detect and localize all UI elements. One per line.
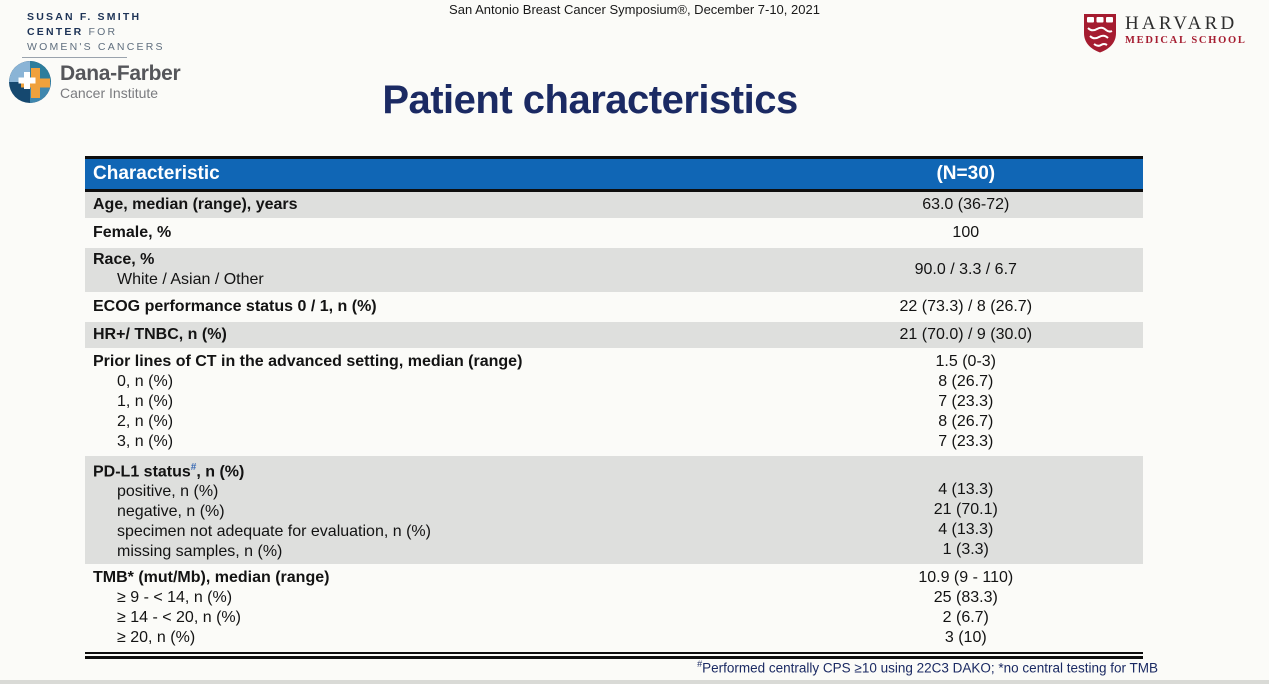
row-value: 2 (6.7) — [942, 609, 989, 627]
dana-farber-subtitle: Cancer Institute — [60, 85, 159, 101]
row-label: negative, n (%) — [117, 503, 225, 521]
table-row: HR+/ TNBC, n (%) 21 (70.0) / 9 (30.0) — [85, 322, 1143, 350]
footnote-text: Performed centrally CPS ≥10 using 22C3 D… — [702, 660, 1158, 676]
susan-smith-logo: SUSAN F. SMITH CENTER FOR WOMEN'S CANCER… — [27, 10, 165, 55]
susan-smith-center: CENTER — [27, 26, 84, 38]
superscript-marker: # — [190, 462, 197, 473]
dana-farber-text: Dana-Farber Cancer Institute — [60, 62, 181, 102]
dana-farber-icon — [9, 61, 51, 103]
page-title: Patient characteristics — [382, 78, 798, 122]
harvard-subtitle: MEDICAL SCHOOL — [1125, 35, 1247, 46]
symposium-header: San Antonio Breast Cancer Symposium®, De… — [449, 2, 820, 17]
row-label: 0, n (%) — [117, 373, 174, 390]
row-value: 1.5 (0-3) — [935, 353, 996, 370]
row-label: TMB* (mut/Mb), median (range) — [93, 569, 330, 587]
row-label: missing samples, n (%) — [117, 543, 283, 561]
row-value: 7 (23.3) — [938, 433, 994, 450]
dana-farber-logo: Dana-Farber Cancer Institute — [8, 60, 181, 104]
logo-divider — [22, 57, 127, 58]
row-label: Prior lines of CT in the advanced settin… — [93, 353, 523, 370]
susan-smith-for: FOR — [88, 26, 118, 38]
row-value: 4 (13.3) — [938, 481, 994, 499]
footnote: #Performed centrally CPS ≥10 using 22C3 … — [85, 659, 1158, 676]
table-row: Age, median (range), years 63.0 (36-72) — [85, 192, 1143, 220]
table-row: Female, % 100 — [85, 220, 1143, 248]
harvard-shield-icon — [1084, 14, 1116, 53]
row-value: 25 (83.3) — [933, 589, 998, 607]
footnote-marker: # — [697, 659, 703, 669]
row-value: 1 (3.3) — [942, 541, 989, 559]
table-header-n: (N=30) — [936, 163, 996, 184]
row-value — [789, 460, 1143, 480]
table-row: TMB* (mut/Mb), median (range) ≥ 9 - < 14,… — [85, 566, 1143, 653]
susan-smith-line3: WOMEN'S CANCERS — [27, 41, 165, 53]
row-label: specimen not adequate for evaluation, n … — [117, 523, 431, 541]
row-label: positive, n (%) — [117, 483, 219, 501]
row-label: ≥ 9 - < 14, n (%) — [117, 589, 233, 607]
row-value: 100 — [952, 224, 980, 241]
row-label: ECOG performance status 0 / 1, n (%) — [93, 298, 377, 315]
row-label: 3, n (%) — [117, 433, 174, 450]
row-value: 90.0 / 3.3 / 6.7 — [914, 261, 1017, 278]
row-value: 3 (10) — [944, 629, 987, 647]
row-value: 4 (13.3) — [938, 521, 994, 539]
table-body: Age, median (range), years 63.0 (36-72) Fe… — [85, 192, 1143, 653]
harvard-name: HARVARD — [1125, 13, 1238, 34]
row-value: 10.9 (9 - 110) — [918, 569, 1014, 587]
row-label: HR+/ TNBC, n (%) — [93, 326, 227, 343]
table-row: Prior lines of CT in the advanced settin… — [85, 350, 1143, 456]
harvard-logo: HARVARD MEDICAL SCHOOL — [1083, 13, 1247, 53]
row-label: ≥ 14 - < 20, n (%) — [117, 609, 241, 627]
table-bottom-border — [85, 652, 1143, 660]
row-value: 8 (26.7) — [938, 373, 994, 390]
row-label: Female, % — [93, 224, 172, 241]
row-value: 21 (70.0) / 9 (30.0) — [899, 326, 1033, 343]
row-label: Age, median (range), years — [93, 196, 298, 213]
row-value: 8 (26.7) — [938, 413, 994, 430]
bottom-edge-strip — [0, 680, 1269, 684]
susan-smith-line2: CENTER FOR — [27, 25, 165, 40]
row-value: 22 (73.3) / 8 (26.7) — [899, 298, 1033, 315]
row-label: PD-L1 status#, n (%) — [93, 462, 245, 481]
row-label: 2, n (%) — [117, 413, 174, 430]
row-value: 63.0 (36-72) — [922, 196, 1010, 213]
table-header-characteristic: Characteristic — [93, 163, 220, 184]
harvard-text: HARVARD MEDICAL SCHOOL — [1125, 13, 1247, 47]
susan-smith-line1: SUSAN F. SMITH — [27, 11, 142, 23]
row-value: 21 (70.1) — [933, 501, 998, 519]
row-value: 7 (23.3) — [938, 393, 994, 410]
table-row: PD-L1 status#, n (%) positive, n (%) negat… — [85, 456, 1143, 567]
dana-farber-name: Dana-Farber — [60, 62, 181, 85]
row-label: White / Asian / Other — [117, 271, 264, 288]
patient-characteristics-table: Characteristic (N=30) Age, median (range… — [85, 156, 1143, 660]
row-label: 1, n (%) — [117, 393, 174, 410]
row-label: Race, % — [93, 251, 155, 268]
table-row: ECOG performance status 0 / 1, n (%) 22 (… — [85, 294, 1143, 322]
table-header-row: Characteristic (N=30) — [85, 156, 1143, 192]
row-label: ≥ 20, n (%) — [117, 629, 196, 647]
table-row: Race, % White / Asian / Other 90.0 / 3.3 /… — [85, 248, 1143, 294]
